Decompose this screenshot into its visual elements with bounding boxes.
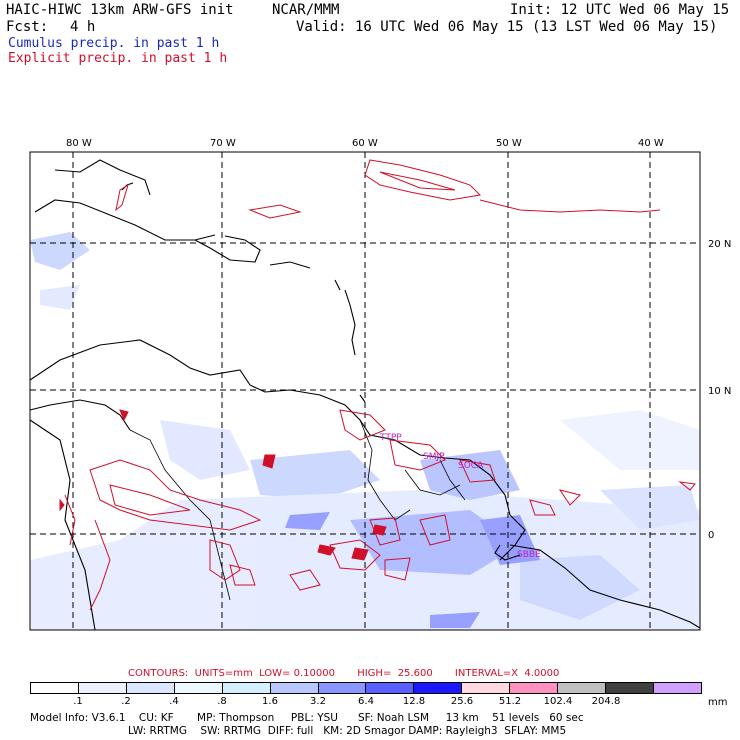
cumulus-precip-field: [30, 232, 700, 630]
latitude-labels: 20 N 10 N 0: [708, 239, 731, 541]
colorbar-swatch: [652, 683, 701, 693]
map-frame: [29, 151, 701, 631]
colorbar: [30, 682, 702, 694]
model-info-line2: LW: RRTMG SW: RRTMG DIFF: full KM: 2D Sm…: [128, 725, 567, 737]
colorbar-tick-label: .8: [217, 696, 227, 707]
contours-info: CONTOURS: UNITS=mm LOW= 0.10000 HIGH= 25…: [128, 668, 560, 679]
station-labels: TTPP SMJP SOCA SBBE: [379, 433, 541, 560]
colorbar-tick-label: 1.6: [262, 696, 278, 707]
explicit-precip-contours: [59, 159, 696, 611]
colorbar-tick-label: 25.6: [450, 696, 474, 707]
colorbar-swatch: [31, 683, 78, 693]
colorbar-tick-label: 6.4: [358, 696, 374, 707]
lat-label-0: 0: [708, 530, 714, 541]
colorbar-swatch: [509, 683, 558, 693]
colorbar-tick-label: .2: [121, 696, 131, 707]
colorbar-swatch: [77, 683, 126, 693]
colorbar-tick-label: 102.4: [543, 696, 573, 707]
colorbar-swatch: [125, 683, 174, 693]
colorbar-tick-label: 51.2: [498, 696, 522, 707]
lat-label-10n: 10 N: [708, 386, 731, 397]
lon-label-70w: 70 W: [210, 138, 236, 149]
station-sbbe: SBBE: [517, 550, 541, 560]
fcst-label: Fcst:: [6, 19, 49, 35]
init-time: Init: 12 UTC Wed 06 May 15: [510, 2, 730, 18]
longitude-labels: 80 W 70 W 60 W 50 W 40 W: [66, 138, 664, 149]
cumulus-legend: Cumulus precip. in past 1 h: [8, 36, 220, 51]
lat-lon-grid: [30, 152, 700, 630]
org-label: NCAR/MMM: [272, 2, 340, 18]
colorbar-swatch: [269, 683, 318, 693]
lat-label-20n: 20 N: [708, 239, 731, 250]
colorbar-swatch: [461, 683, 510, 693]
colorbar-tick-label: .4: [169, 696, 179, 707]
colorbar-swatch: [413, 683, 462, 693]
colorbar-swatch: [557, 683, 606, 693]
station-smjp: SMJP: [423, 452, 445, 462]
lon-label-60w: 60 W: [352, 138, 378, 149]
station-ttpp: TTPP: [379, 433, 402, 443]
model-title: HAIC-HIWC 13km ARW-GFS init: [6, 2, 234, 18]
colorbar-swatch: [173, 683, 222, 693]
lon-label-40w: 40 W: [638, 138, 664, 149]
colorbar-swatch: [605, 683, 653, 693]
colorbar-tick-label: 3.2: [310, 696, 326, 707]
coastlines: [29, 159, 701, 631]
station-soca: SOCA: [458, 461, 484, 471]
colorbar-tick-label: 12.8: [402, 696, 426, 707]
model-info-line1: Model Info: V3.6.1 CU: KF MP: Thompson P…: [30, 712, 584, 724]
colorbar-unit: mm: [708, 697, 728, 708]
colorbar-tick-label: 204.8: [591, 696, 621, 707]
explicit-legend: Explicit precip. in past 1 h: [8, 51, 228, 66]
fcst-value: 4 h: [70, 19, 96, 35]
valid-time: Valid: 16 UTC Wed 06 May 15 (13 LST Wed …: [296, 19, 718, 35]
colorbar-swatch: [317, 683, 366, 693]
colorbar-swatch: [365, 683, 414, 693]
colorbar-tick-label: .1: [73, 696, 83, 707]
lon-label-50w: 50 W: [496, 138, 522, 149]
lon-label-80w: 80 W: [66, 138, 92, 149]
colorbar-swatch: [221, 683, 270, 693]
